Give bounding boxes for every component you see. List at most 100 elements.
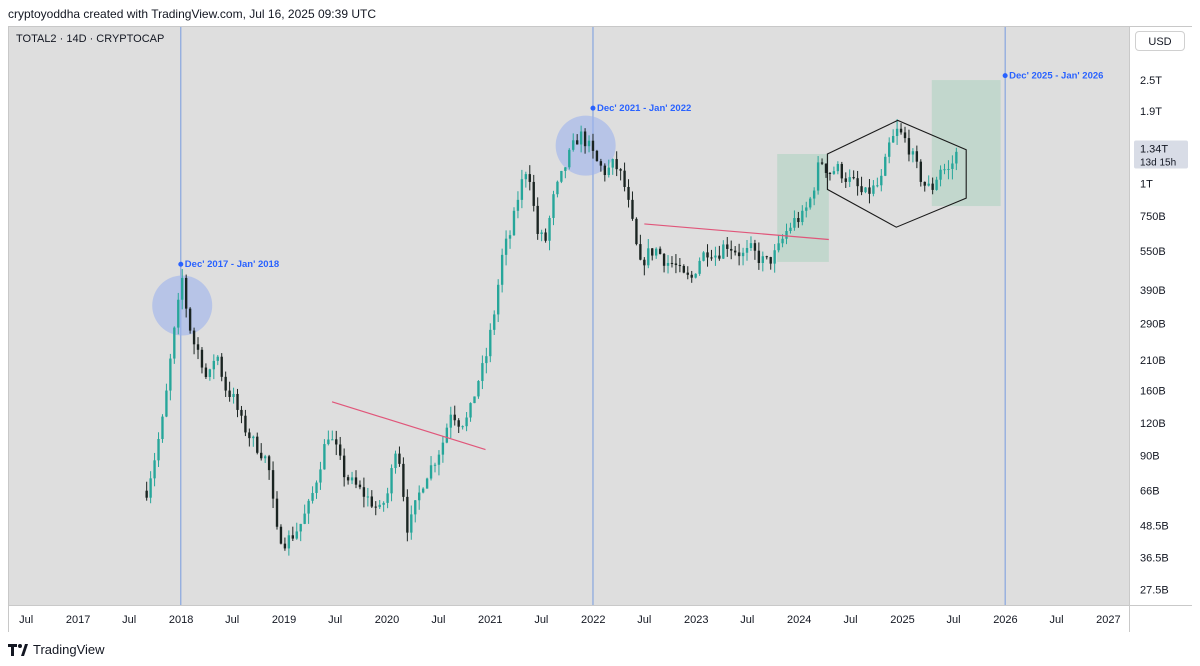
candle — [240, 409, 243, 416]
candle — [710, 257, 713, 259]
candle — [429, 465, 433, 479]
candle — [271, 470, 275, 499]
candle — [939, 169, 942, 180]
candle — [354, 477, 358, 485]
candle — [378, 504, 381, 508]
candle — [931, 183, 934, 190]
plot-area[interactable]: Dec' 2017 - Jan' 2018 Dec' 2021 - Jan' 20… — [9, 27, 1129, 605]
candle — [888, 142, 891, 157]
candle — [512, 210, 516, 236]
candle — [714, 255, 717, 258]
candle — [287, 535, 291, 549]
candle — [777, 243, 780, 251]
time-axis[interactable]: Jul 2017 Jul 2018 Jul 2019 Jul 2020 Jul 2021 Jul 20… — [9, 605, 1129, 632]
candle — [749, 243, 753, 248]
price-tick-label: 210B — [1140, 355, 1166, 367]
candle — [200, 349, 204, 368]
candle — [611, 159, 614, 168]
candle — [662, 253, 666, 266]
candle — [157, 439, 160, 461]
diamond-pattern — [826, 119, 967, 228]
candle — [382, 502, 385, 505]
candle — [497, 284, 500, 315]
currency-button[interactable]: USD — [1135, 31, 1185, 51]
candle — [303, 513, 306, 524]
candle — [631, 199, 634, 219]
candle — [327, 439, 330, 445]
candle — [765, 256, 768, 258]
time-tick-label: 2027 — [1096, 614, 1120, 626]
candle — [868, 187, 871, 194]
price-tick-label: 160B — [1140, 386, 1166, 398]
price-tick-label: 48.5B — [1140, 521, 1169, 533]
candle — [891, 135, 895, 143]
candle — [686, 272, 689, 275]
price-chart[interactable]: Dec' 2017 - Jan' 2018 Dec' 2021 - Jan' 20… — [9, 27, 1129, 605]
candle — [263, 456, 267, 459]
candle — [374, 506, 377, 508]
candle — [485, 356, 488, 364]
time-tick-label: Jul — [328, 614, 342, 626]
candle — [536, 205, 539, 234]
candle — [204, 367, 208, 377]
candle — [572, 140, 575, 150]
candle — [706, 252, 709, 258]
candle — [915, 151, 919, 162]
candle — [587, 140, 591, 147]
candle — [346, 477, 350, 481]
candle — [690, 274, 693, 278]
candle — [220, 356, 223, 377]
price-axis[interactable]: 3.5T2.5T1.9T1T750B550B390B290B210B160B12… — [1129, 27, 1192, 605]
candle — [291, 535, 294, 539]
candle — [927, 183, 930, 186]
candle — [145, 490, 148, 498]
candle — [651, 248, 654, 256]
time-tick-label: 2025 — [890, 614, 914, 626]
candle — [184, 277, 188, 309]
candle — [267, 456, 271, 471]
price-tick-label: 27.5B — [1140, 585, 1169, 597]
candle — [947, 168, 950, 170]
candle — [753, 243, 757, 251]
candle — [797, 218, 800, 223]
candle — [208, 369, 212, 377]
candle — [398, 453, 401, 464]
time-tick-label: 2018 — [169, 614, 193, 626]
candle — [884, 156, 887, 176]
candle — [414, 500, 417, 515]
time-tick-label: Jul — [431, 614, 445, 626]
candle — [165, 390, 168, 417]
candle — [319, 469, 322, 483]
candle — [670, 262, 674, 264]
time-tick-label: Jul — [225, 614, 239, 626]
time-tick-label: 2020 — [375, 614, 399, 626]
candle — [532, 181, 535, 206]
price-tick-label: 1.9T — [1140, 106, 1162, 118]
candle — [619, 169, 622, 171]
candle — [666, 262, 670, 266]
candle — [785, 231, 788, 239]
annotation-label: Dec' 2021 - Jan' 2022 — [597, 103, 691, 114]
candle — [188, 308, 192, 331]
candle — [694, 273, 697, 278]
candle — [560, 170, 563, 182]
candle — [410, 514, 413, 533]
candle — [311, 493, 314, 501]
time-tick-label: 2026 — [993, 614, 1017, 626]
price-tick-label: 1T — [1140, 179, 1153, 191]
candle — [335, 439, 338, 445]
candle — [394, 453, 397, 469]
candle — [575, 140, 579, 145]
candle — [678, 265, 682, 267]
candle — [607, 167, 610, 176]
candle — [757, 250, 761, 263]
candle — [279, 526, 283, 544]
candle — [816, 162, 820, 191]
candle — [441, 442, 445, 455]
candle — [733, 250, 737, 253]
candle — [260, 452, 263, 459]
candle — [761, 256, 764, 263]
candle — [528, 174, 531, 182]
candle — [805, 207, 808, 211]
candle — [425, 478, 429, 489]
